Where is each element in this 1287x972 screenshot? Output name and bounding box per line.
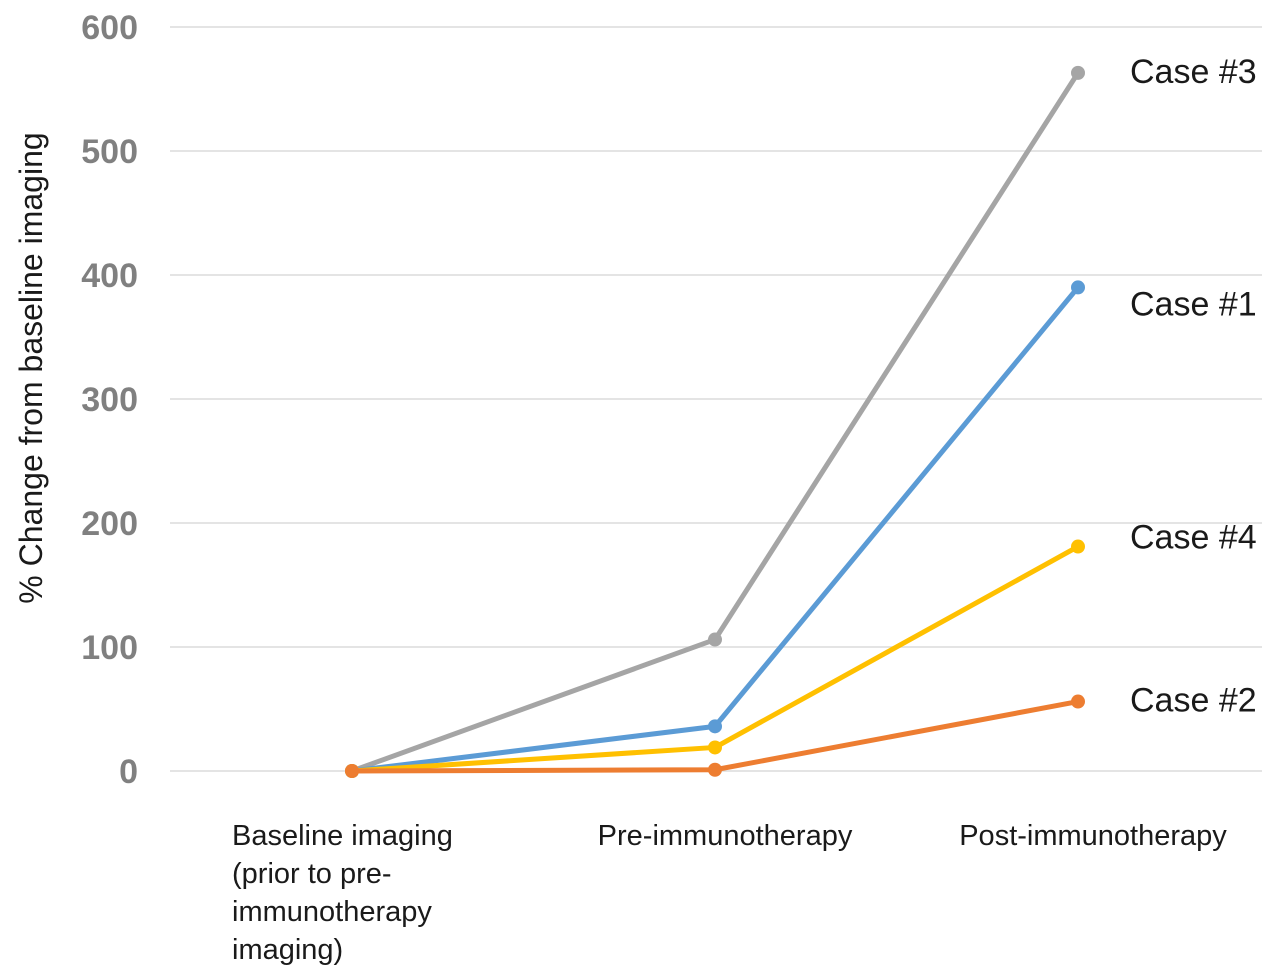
series-labels: Case #3 Case #1 Case #4 Case #2 xyxy=(1130,53,1257,720)
y-axis-ticks: 0 100 200 300 400 500 600 xyxy=(81,9,138,791)
series-line xyxy=(349,699,1081,774)
y-tick-label: 200 xyxy=(81,505,138,543)
series-Case #1 xyxy=(345,280,1085,778)
y-tick-label: 600 xyxy=(81,9,138,47)
x-tick-label: Pre-immunotherapy xyxy=(598,820,853,852)
x-tick-label-line: imaging) xyxy=(232,934,343,966)
data-point xyxy=(1071,694,1085,709)
y-tick-label: 400 xyxy=(81,257,138,295)
data-point xyxy=(1071,65,1085,80)
series-line xyxy=(349,284,1081,774)
series-label: Case #1 xyxy=(1130,285,1257,323)
x-tick-label-line: Pre-immunotherapy xyxy=(598,820,853,852)
data-point xyxy=(708,719,722,734)
series-line xyxy=(349,544,1081,774)
series-Case #3 xyxy=(345,65,1085,778)
x-tick-label-line: immunotherapy xyxy=(232,896,432,928)
data-point xyxy=(1071,280,1085,295)
series-Case #4 xyxy=(345,539,1085,778)
series-Case #2 xyxy=(345,694,1085,778)
x-tick-label-line: Baseline imaging xyxy=(232,820,453,852)
y-tick-label: 300 xyxy=(81,381,138,419)
x-tick-label: Baseline imaging (prior to pre-immunother… xyxy=(232,820,453,966)
series-lines xyxy=(345,65,1085,778)
data-point xyxy=(345,764,359,778)
gridlines xyxy=(170,26,1262,772)
data-point xyxy=(1071,539,1085,554)
data-point xyxy=(708,632,722,647)
x-tick-label-line: Post-immunotherapy xyxy=(959,820,1227,852)
series-label: Case #4 xyxy=(1130,519,1257,557)
x-tick-label-line: (prior to pre- xyxy=(232,858,392,890)
y-tick-label: 0 xyxy=(119,753,138,791)
x-axis-ticks: Baseline imaging (prior to pre-immunother… xyxy=(232,820,1227,966)
data-point xyxy=(708,762,722,777)
y-tick-label: 100 xyxy=(81,629,138,667)
x-tick-label: Post-immunotherapy xyxy=(959,820,1227,852)
data-point xyxy=(708,740,722,755)
series-label: Case #2 xyxy=(1130,682,1257,720)
series-label: Case #3 xyxy=(1130,53,1257,91)
y-tick-label: 500 xyxy=(81,133,138,171)
y-axis-label: % Change from baseline imaging xyxy=(13,132,49,603)
